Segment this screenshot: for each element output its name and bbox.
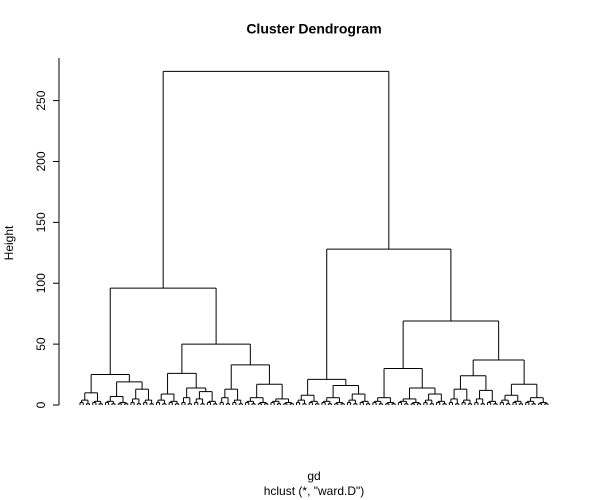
y-tick-label: 0 [34,401,48,408]
y-tick-label: 150 [34,212,48,232]
y-tick-label: 100 [34,273,48,293]
y-tick-label: 200 [34,151,48,171]
x-axis-label: gd [307,469,320,483]
y-axis-label: Height [2,225,16,260]
y-tick-label: 250 [34,90,48,110]
chart-title: Cluster Dendrogram [246,21,381,37]
y-tick-label: 50 [34,337,48,351]
subtitle: hclust (*, "ward.D") [264,484,365,498]
